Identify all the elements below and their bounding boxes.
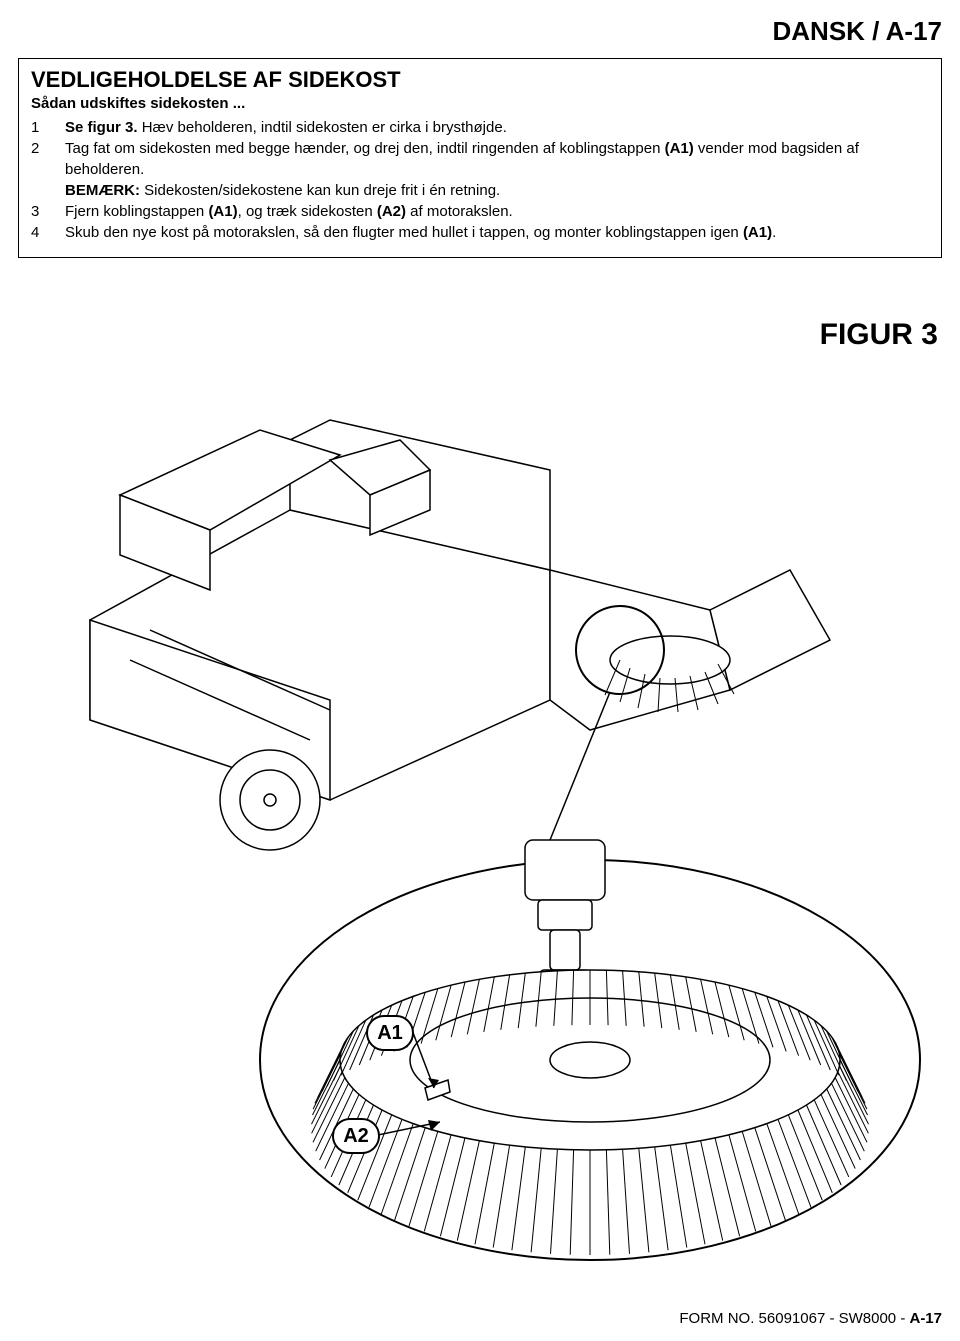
step-list: 1Se figur 3. Hæv beholderen, indtil side… [31, 118, 929, 244]
callout-a1: A1 [366, 1015, 414, 1051]
step-number: 2 [31, 139, 65, 180]
callout-a1-leader [412, 1030, 452, 1100]
page: DANSK / A-17 VEDLIGEHOLDELSE AF SIDEKOST… [0, 0, 960, 1341]
footer: FORM NO. 56091067 - SW8000 - A-17 [679, 1310, 942, 1327]
step-number [31, 181, 65, 201]
section-subtitle: Sådan udskiftes sidekosten ... [31, 95, 929, 112]
step-text: BEMÆRK: Sidekosten/sidekostene kan kun d… [65, 181, 929, 201]
footer-page: A-17 [909, 1310, 942, 1327]
instruction-box: VEDLIGEHOLDELSE AF SIDEKOST Sådan udskif… [18, 58, 942, 258]
step-row: 4Skub den nye kost på motorakslen, så de… [31, 223, 929, 243]
callout-a2: A2 [332, 1118, 380, 1154]
section-title: VEDLIGEHOLDELSE AF SIDEKOST [31, 67, 929, 93]
callout-a2-leader [378, 1120, 458, 1150]
step-text: Tag fat om sidekosten med begge hænder, … [65, 139, 929, 180]
step-number: 4 [31, 223, 65, 243]
diagram-area: A1 A2 [30, 360, 930, 1270]
step-row: 1Se figur 3. Hæv beholderen, indtil side… [31, 118, 929, 138]
step-text: Se figur 3. Hæv beholderen, indtil sidek… [65, 118, 929, 138]
machine-diagram [30, 360, 930, 1270]
step-number: 1 [31, 118, 65, 138]
footer-prefix: FORM NO. 56091067 - SW8000 - [679, 1310, 909, 1327]
step-row: BEMÆRK: Sidekosten/sidekostene kan kun d… [31, 181, 929, 201]
figure-label: FIGUR 3 [820, 318, 938, 352]
step-row: 3Fjern koblingstappen (A1), og træk side… [31, 202, 929, 222]
step-number: 3 [31, 202, 65, 222]
step-text: Skub den nye kost på motorakslen, så den… [65, 223, 929, 243]
step-row: 2Tag fat om sidekosten med begge hænder,… [31, 139, 929, 180]
step-text: Fjern koblingstappen (A1), og træk sidek… [65, 202, 929, 222]
header-right: DANSK / A-17 [772, 16, 942, 47]
